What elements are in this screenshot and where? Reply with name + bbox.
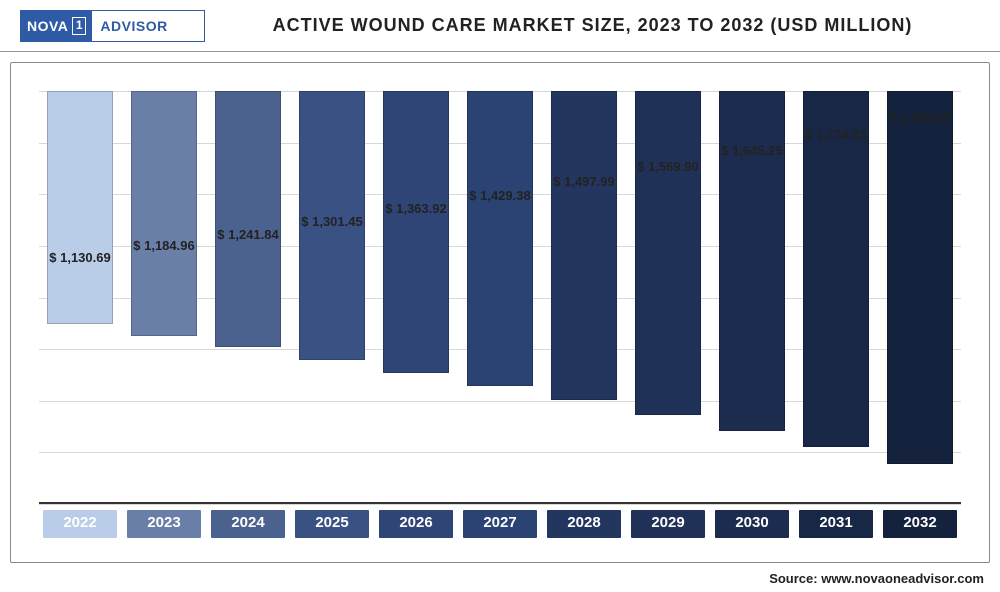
bar: [887, 91, 952, 464]
source-row: Source: www.novaoneadvisor.com: [0, 569, 1000, 592]
bar: [551, 91, 616, 400]
x-tick: 2024: [211, 510, 285, 538]
x-tick: 2025: [295, 510, 369, 538]
source-url: www.novaoneadvisor.com: [821, 571, 984, 586]
bar-value-label: $ 1,724.23: [784, 127, 888, 142]
bar: [803, 91, 868, 447]
bar-wrap: $ 1,363.92: [379, 91, 453, 504]
x-tick: 2022: [43, 510, 117, 538]
bar-wrap: $ 1,569.90: [631, 91, 705, 504]
bar-wrap: $ 1,429.38: [463, 91, 537, 504]
bar: [47, 91, 112, 324]
plot-area: $ 1,130.69$ 1,184.96$ 1,241.84$ 1,301.45…: [39, 91, 961, 504]
bar-value-label: $ 1,301.45: [280, 214, 384, 229]
chart-card: $ 1,130.69$ 1,184.96$ 1,241.84$ 1,301.45…: [10, 62, 990, 563]
x-tick: 2032: [883, 510, 957, 538]
bar-wrap: $ 1,724.23: [799, 91, 873, 504]
bar-value-label: $ 1,806.99: [868, 110, 972, 125]
logo-left: NOVA 1: [21, 11, 92, 41]
logo: NOVA 1 ADVISOR: [20, 10, 205, 42]
x-tick: 2023: [127, 510, 201, 538]
bar-wrap: $ 1,241.84: [211, 91, 285, 504]
bars-container: $ 1,130.69$ 1,184.96$ 1,241.84$ 1,301.45…: [39, 91, 961, 504]
grid-line: [39, 504, 961, 505]
bar-value-label: $ 1,645.25: [700, 143, 804, 158]
page: NOVA 1 ADVISOR ACTIVE WOUND CARE MARKET …: [0, 0, 1000, 592]
x-tick: 2029: [631, 510, 705, 538]
bar-wrap: $ 1,645.25: [715, 91, 789, 504]
x-tick: 2027: [463, 510, 537, 538]
bar-value-label: $ 1,497.99: [532, 174, 636, 189]
logo-text-advisor: ADVISOR: [92, 12, 175, 40]
bar-value-label: $ 1,429.38: [448, 188, 552, 203]
bar-wrap: $ 1,497.99: [547, 91, 621, 504]
bar: [719, 91, 784, 431]
logo-text-nova: NOVA: [27, 18, 68, 34]
bar-value-label: $ 1,569.90: [616, 159, 720, 174]
x-tick: 2026: [379, 510, 453, 538]
x-tick: 2031: [799, 510, 873, 538]
bar: [635, 91, 700, 415]
bar: [215, 91, 280, 347]
bar-wrap: $ 1,184.96: [127, 91, 201, 504]
x-axis: 2022 2023 2024 2025 2026 2027 2028 2029 2030 2031…: [39, 510, 961, 538]
header: NOVA 1 ADVISOR ACTIVE WOUND CARE MARKET …: [0, 0, 1000, 52]
bar: [131, 91, 196, 336]
x-tick: 2030: [715, 510, 789, 538]
source-label: Source:: [769, 571, 821, 586]
bar-wrap: $ 1,301.45: [295, 91, 369, 504]
logo-one-box: 1: [72, 17, 86, 35]
chart-title: ACTIVE WOUND CARE MARKET SIZE, 2023 TO 2…: [205, 15, 980, 36]
bar-wrap: $ 1,130.69: [43, 91, 117, 504]
bar-value-label: $ 1,363.92: [364, 201, 468, 216]
x-baseline: [39, 502, 961, 504]
bar: [383, 91, 448, 373]
x-tick: 2028: [547, 510, 621, 538]
bar-wrap: $ 1,806.99: [883, 91, 957, 504]
bar: [467, 91, 532, 386]
